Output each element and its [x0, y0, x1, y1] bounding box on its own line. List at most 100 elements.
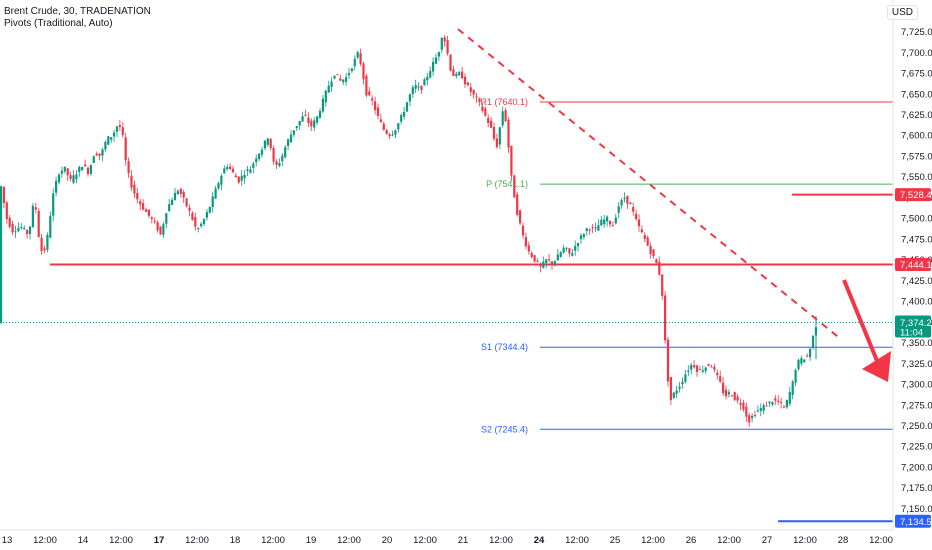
candle-body: [376, 107, 380, 116]
candle-body: [527, 245, 530, 252]
candle-body: [452, 69, 455, 76]
candle-body: [539, 263, 542, 267]
candle-body: [693, 365, 696, 368]
candle-body: [455, 73, 458, 77]
y-tick-label: 7,425.0: [901, 276, 932, 287]
candle-body: [420, 85, 423, 91]
candle-body: [495, 138, 498, 148]
candle-body: [707, 364, 710, 366]
candle-body: [403, 111, 406, 117]
candle-body: [759, 408, 762, 411]
candle-body: [426, 76, 429, 81]
candle-body: [704, 367, 707, 372]
candle-body: [179, 188, 182, 194]
candle-body: [756, 410, 759, 412]
y-tick-label: 7,325.0: [901, 359, 932, 370]
candle-body: [14, 231, 17, 233]
x-tick-label: 26: [686, 535, 697, 546]
y-tick-label: 7,400.0: [901, 297, 932, 308]
candle-body: [666, 339, 670, 382]
candle-body: [400, 115, 403, 122]
candle-body: [550, 261, 554, 265]
candle-body: [81, 167, 84, 171]
candle-body: [809, 348, 812, 358]
candle-body: [574, 245, 577, 251]
candle-body: [675, 390, 678, 394]
candle-body: [446, 40, 449, 54]
candle-body: [794, 370, 797, 383]
candle-body: [84, 164, 87, 167]
trendline[interactable]: [457, 28, 841, 340]
chart-title: Brent Crude, 30, TRADENATION: [4, 6, 151, 17]
candle-body: [516, 194, 519, 215]
candle-body: [432, 61, 435, 72]
candle-body: [205, 212, 208, 218]
candle-body: [20, 226, 23, 228]
candle-body: [788, 392, 791, 404]
candle-body: [217, 183, 220, 189]
candle-body: [780, 401, 783, 403]
candle-body: [17, 227, 20, 231]
candle-body: [185, 198, 188, 207]
candle-body: [524, 237, 527, 247]
time-axis[interactable]: 13 12:00 14 12:00 17 12:00 18 12:00 19 12:00 20 12:…: [0, 529, 893, 546]
candle-body: [751, 415, 754, 419]
candle-body: [765, 405, 768, 407]
candle-body: [260, 149, 264, 155]
indicator-label[interactable]: Pivots (Traditional, Auto): [4, 18, 113, 29]
candle-body: [661, 274, 664, 296]
candle-body: [652, 249, 655, 256]
candle-body: [606, 216, 609, 222]
candle-body: [298, 120, 301, 126]
candle-body: [611, 225, 614, 227]
candle-body: [414, 85, 417, 89]
candle-body: [542, 261, 545, 268]
candle-body: [774, 398, 777, 401]
candle-body: [507, 119, 510, 148]
pivot-lines: R1 (7640.1) P (7541.1) S1 (7344.4) S2 (7245…: [480, 97, 893, 434]
candle-body: [150, 217, 153, 220]
candle-body: [745, 406, 748, 417]
candle-body: [153, 220, 156, 222]
candle-body: [736, 396, 739, 401]
candle-body: [98, 153, 101, 156]
candle-body: [63, 166, 66, 172]
candle-body: [481, 106, 484, 111]
candle-body: [144, 209, 148, 212]
candle-body: [321, 98, 324, 112]
candle-body: [95, 153, 98, 156]
candle-body: [281, 155, 284, 162]
candle-body: [356, 52, 359, 58]
candle-body: [40, 237, 43, 252]
candle-body: [748, 415, 751, 423]
candle-body: [263, 140, 266, 149]
candle-body: [8, 217, 11, 227]
x-tick-label: 12:00: [185, 535, 209, 546]
candle-body: [156, 222, 159, 231]
candle-body: [121, 127, 124, 135]
candle-body: [658, 261, 661, 275]
candle-body: [333, 75, 336, 79]
candle-body: [46, 234, 49, 250]
candle-body: [182, 191, 185, 198]
candle-body: [724, 389, 728, 397]
candle-body: [345, 77, 348, 82]
projection-arrow[interactable]: [842, 279, 891, 382]
currency-badge[interactable]: USD: [886, 5, 918, 20]
pivot-label-p: P (7541.1): [486, 179, 528, 189]
candle-body: [353, 58, 356, 67]
candle-body: [588, 229, 591, 231]
candle-body: [466, 82, 469, 86]
candle-body: [347, 73, 351, 76]
candle-body: [191, 212, 194, 220]
candle-body: [78, 166, 81, 172]
candle-body: [292, 130, 295, 135]
candle-body: [365, 75, 368, 96]
candle-body: [530, 253, 533, 257]
candle-body: [487, 117, 490, 124]
candle-body: [394, 130, 397, 135]
candle-body: [258, 153, 261, 160]
candle-body: [173, 192, 177, 201]
candle-body: [803, 359, 806, 363]
